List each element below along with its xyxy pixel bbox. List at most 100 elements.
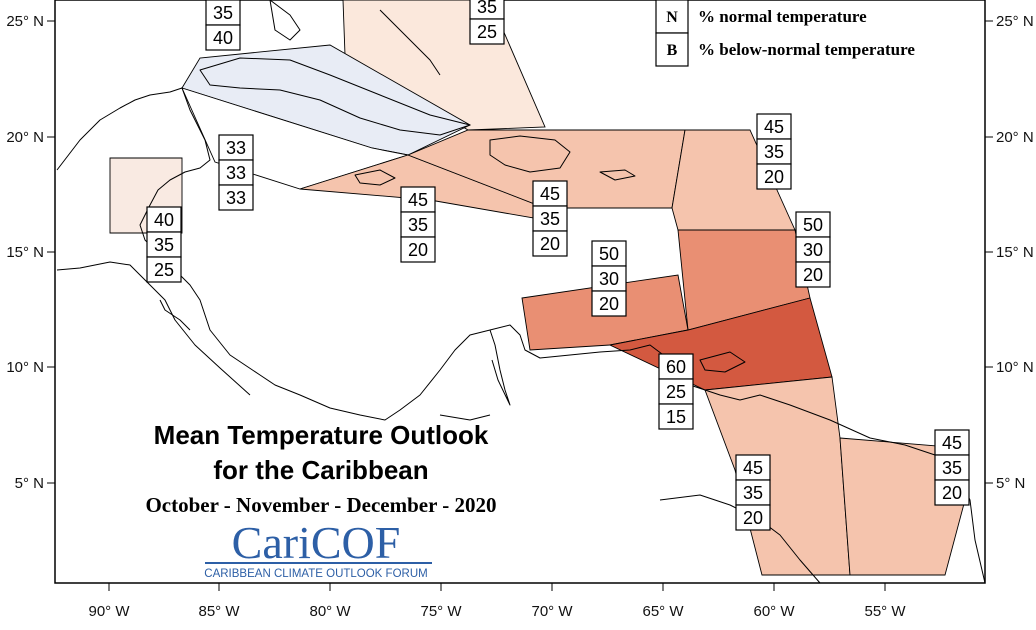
title-line1: Mean Temperature Outlook <box>154 420 489 450</box>
title-block: Mean Temperature Outlook for the Caribbe… <box>145 420 496 517</box>
probability-cell <box>795 261 831 288</box>
probability-value: 33 <box>226 138 246 158</box>
probability-box: 50 30 20 <box>591 240 627 317</box>
probability-box: 45 35 20 <box>735 454 771 531</box>
x-tick-label: 70° W <box>531 603 573 620</box>
legend-key-n: N <box>666 9 678 26</box>
y-tick-label-left: 20° N <box>6 129 44 146</box>
probability-value: 45 <box>764 117 784 137</box>
probability-value: 25 <box>477 22 497 42</box>
probability-value: 45 <box>942 433 962 453</box>
probability-cell <box>934 454 970 481</box>
x-tick-label: 65° W <box>642 603 684 620</box>
y-tick-label-right: 15° N <box>996 244 1034 261</box>
probability-value: 40 <box>154 210 174 230</box>
x-tick-label: 90° W <box>88 603 130 620</box>
probability-cell <box>205 0 241 26</box>
probability-value: 45 <box>408 190 428 210</box>
probability-value: 35 <box>154 235 174 255</box>
y-tick-label-right: 20° N <box>996 129 1034 146</box>
probability-value: 50 <box>803 215 823 235</box>
probability-value: 35 <box>743 483 763 503</box>
probability-value: 20 <box>942 483 962 503</box>
x-axis: 90° W 85° W 80° W 75° W 70° W 65° W 60° W 55° W <box>88 583 906 620</box>
probability-box: 45 35 20 <box>400 186 436 263</box>
y-tick-label-left: 5° N <box>15 475 44 492</box>
probability-value: 30 <box>599 269 619 289</box>
probability-cell <box>795 211 831 238</box>
probability-cell <box>934 429 970 456</box>
probability-boxes: 3525253540333333403525453520453520453520… <box>146 0 970 531</box>
probability-cell <box>146 256 182 283</box>
y-axis-left: 25° N 20° N 15° N 10° N 5° N <box>6 13 55 492</box>
caricof-logo: CariCOF CARIBBEAN CLIMATE OUTLOOK FORUM <box>204 517 432 580</box>
probability-cell <box>735 504 771 531</box>
probability-value: 20 <box>599 294 619 314</box>
coastlines <box>56 0 986 584</box>
probability-value: 35 <box>408 215 428 235</box>
x-tick-label: 60° W <box>753 603 795 620</box>
y-tick-label-right: 5° N <box>996 475 1025 492</box>
x-tick-label: 75° W <box>420 603 462 620</box>
probability-cell <box>469 18 505 45</box>
probability-cell <box>591 290 627 317</box>
probability-value: 35 <box>540 209 560 229</box>
probability-value: 60 <box>666 357 686 377</box>
probability-cell <box>532 230 568 257</box>
legend-key-b: B <box>667 42 678 59</box>
probability-value: 35 <box>764 142 784 162</box>
probability-cell <box>400 186 436 213</box>
x-tick-label: 80° W <box>309 603 351 620</box>
probability-value: 45 <box>540 184 560 204</box>
x-tick-label: 55° W <box>864 603 906 620</box>
probability-cell <box>218 134 254 161</box>
title-period: October - November - December - 2020 <box>145 493 496 517</box>
legend-key-box-b <box>655 32 689 67</box>
probability-value: 50 <box>599 244 619 264</box>
probability-value: 45 <box>743 458 763 478</box>
probability-box: 33 33 33 <box>218 134 254 211</box>
probability-box: 45 35 20 <box>756 113 792 190</box>
logo-tagline: CARIBBEAN CLIMATE OUTLOOK FORUM <box>204 568 427 580</box>
probability-value: 20 <box>764 167 784 187</box>
probability-value: 40 <box>213 28 233 48</box>
probability-cell <box>735 479 771 506</box>
y-tick-label-right: 10° N <box>996 359 1034 376</box>
probability-value: 30 <box>803 240 823 260</box>
probability-value: 33 <box>226 163 246 183</box>
probability-cell <box>218 184 254 211</box>
probability-cell <box>756 138 792 165</box>
probability-value: 20 <box>408 240 428 260</box>
probability-box: 60 25 15 <box>658 353 694 430</box>
probability-value: 20 <box>540 234 560 254</box>
probability-box: 45 35 20 <box>532 180 568 257</box>
probability-cell <box>735 454 771 481</box>
x-tick-label: 85° W <box>198 603 240 620</box>
probability-box: 45 35 20 <box>934 429 970 506</box>
probability-box: 40 35 25 <box>146 206 182 283</box>
forecast-regions <box>109 0 966 576</box>
probability-value: 35 <box>477 0 497 17</box>
probability-cell <box>146 206 182 233</box>
probability-cell <box>756 163 792 190</box>
probability-value: 35 <box>213 3 233 23</box>
logo-name: CariCOF <box>232 517 401 568</box>
probability-cell <box>205 24 241 51</box>
y-axis-right: 25° N 20° N 15° N 10° N 5° N <box>985 13 1034 492</box>
probability-cell <box>658 378 694 405</box>
probability-value: 25 <box>154 260 174 280</box>
probability-value: 33 <box>226 188 246 208</box>
probability-cell <box>934 479 970 506</box>
title-line2: for the Caribbean <box>213 455 428 485</box>
probability-cell <box>400 236 436 263</box>
probability-cell <box>658 403 694 430</box>
probability-value: 25 <box>666 382 686 402</box>
y-tick-label-left: 25° N <box>6 13 44 30</box>
y-tick-label-right: 25° N <box>996 13 1034 30</box>
y-tick-label-left: 10° N <box>6 359 44 376</box>
y-tick-label-left: 15° N <box>6 244 44 261</box>
legend-label-b: % below-normal temperature <box>698 40 915 59</box>
legend-label-n: % normal temperature <box>698 7 867 26</box>
